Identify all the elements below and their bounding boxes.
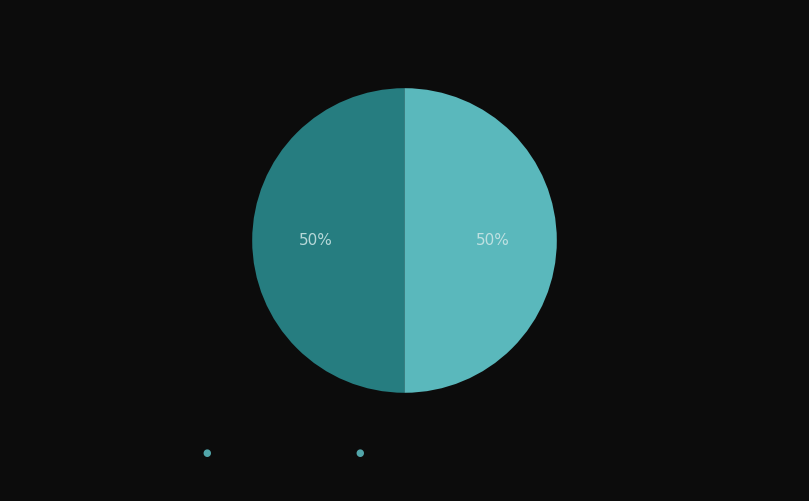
Wedge shape — [252, 88, 404, 393]
Text: ●: ● — [202, 448, 210, 458]
Text: ●: ● — [356, 448, 364, 458]
Wedge shape — [404, 88, 557, 393]
Text: 50%: 50% — [476, 233, 510, 248]
Text: 50%: 50% — [299, 233, 333, 248]
